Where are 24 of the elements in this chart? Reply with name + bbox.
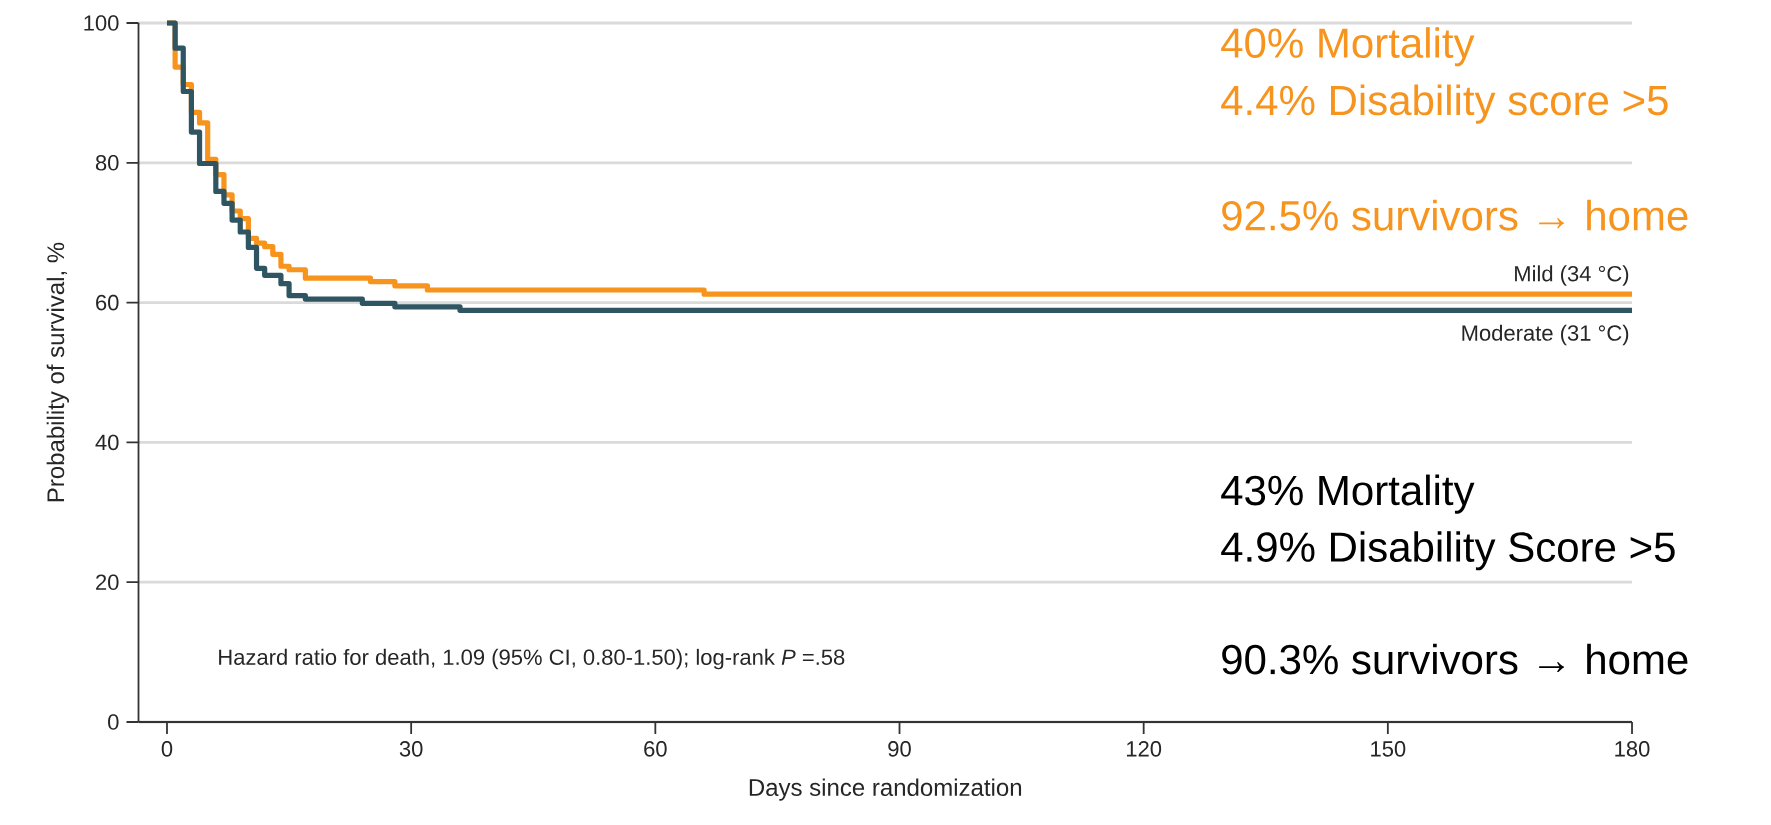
series-label: Moderate (31 °C) <box>1462 324 1629 346</box>
x-tick-label: 150 <box>1371 741 1406 757</box>
annotation: 92.5% survivors → home <box>1222 199 1688 231</box>
x-tick-label: 0 <box>161 741 173 757</box>
annotation: 40% Mortality <box>1221 27 1475 67</box>
x-tick-label: 30 <box>399 741 423 757</box>
annotation: 90.3% survivors → home <box>1222 643 1688 675</box>
x-tick-label: 120 <box>1126 741 1162 757</box>
annotation: 4.4% Disability score >5 <box>1221 84 1668 124</box>
x-axis-title: Days since randomization <box>749 778 1022 801</box>
y-tick-label: 80 <box>95 155 119 171</box>
annotation: 43% Mortality <box>1221 474 1475 514</box>
annotation: 4.9% Disability Score >5 <box>1221 531 1675 571</box>
x-tick-label: 180 <box>1615 741 1650 757</box>
x-tick-label: 90 <box>888 741 911 757</box>
y-tick-label: 20 <box>96 574 119 590</box>
y-tick-label: 100 <box>84 15 119 31</box>
y-tick-label: 60 <box>96 294 119 311</box>
series-label: Mild (34 °C) <box>1515 265 1629 286</box>
y-tick-label: 0 <box>108 714 119 730</box>
y-axis-title: Probability of survival, % <box>46 242 70 502</box>
annotation: Hazard ratio for death, 1.09 (95% CI, 0.80-1.50); log-rank P =.58 <box>219 648 845 670</box>
y-tick-label: 40 <box>95 434 119 451</box>
x-tick-label: 60 <box>644 741 667 757</box>
